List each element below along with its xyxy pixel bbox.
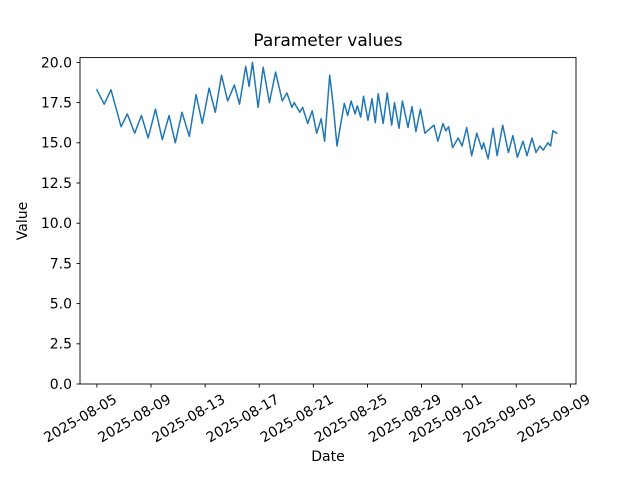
y-tick-label: 7.5	[50, 256, 72, 272]
y-tick-label: 17.5	[41, 96, 72, 112]
y-tick-label: 10.0	[41, 216, 72, 232]
plot-spines	[79, 57, 577, 385]
x-axis-ticks: 2025-08-052025-08-092025-08-132025-08-17…	[41, 384, 593, 446]
y-axis-label: Value	[15, 202, 31, 240]
chart-title: Parameter values	[253, 31, 402, 51]
y-tick-label: 15.0	[41, 136, 72, 152]
y-tick-label: 0.0	[50, 377, 72, 393]
y-tick-label: 20.0	[41, 55, 72, 71]
x-axis-label: Date	[311, 449, 344, 465]
y-tick-label: 12.5	[41, 176, 72, 192]
y-tick-label: 5.0	[50, 297, 72, 313]
y-tick-label: 2.5	[50, 337, 72, 353]
y-axis-ticks: 0.0 2.5 5.0 7.5 10.0 12.5 15.0 17.5 20.0	[41, 55, 80, 393]
data-line-series	[96, 61, 558, 160]
